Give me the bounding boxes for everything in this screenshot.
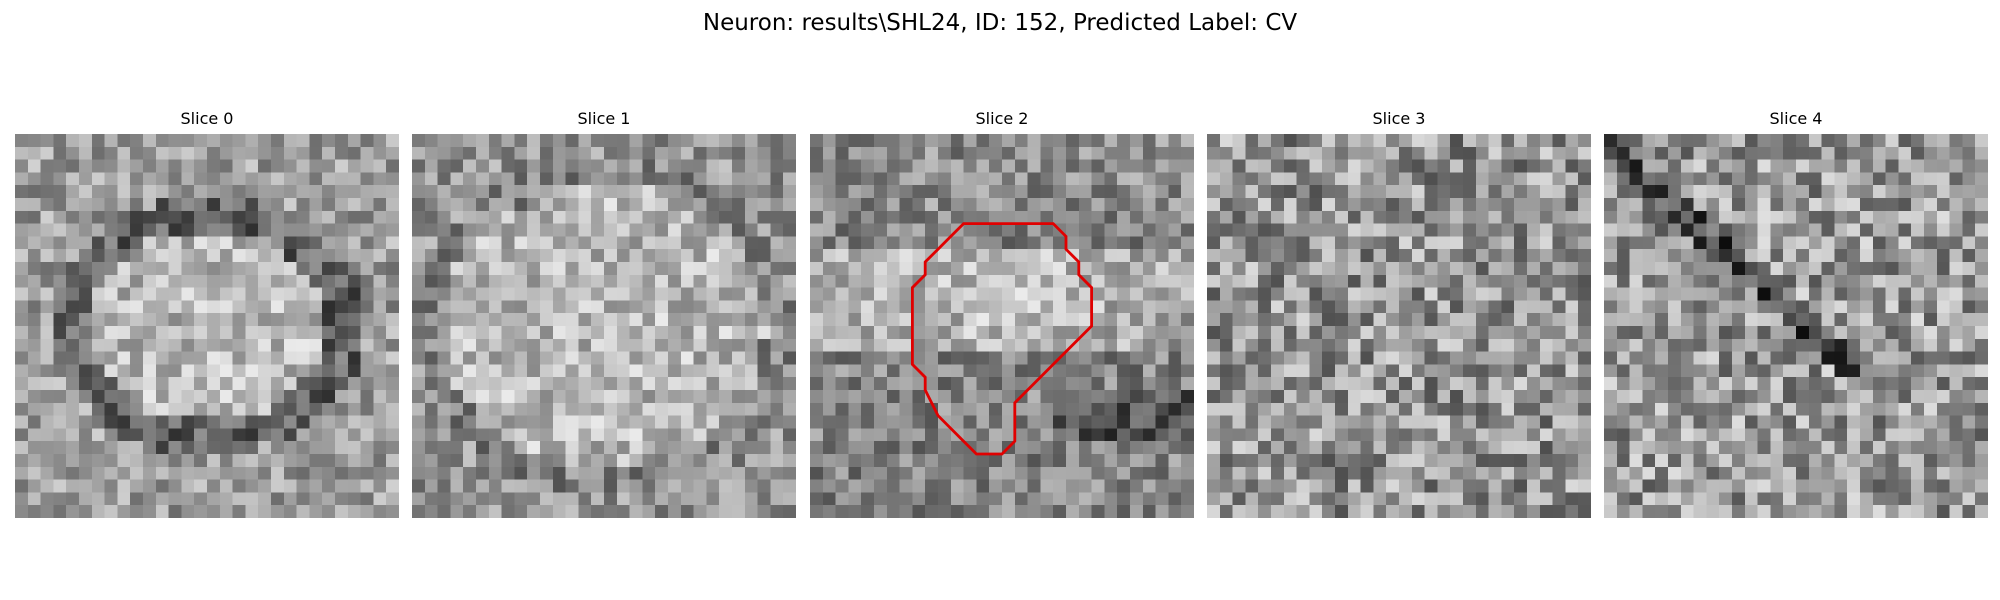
slice-image-4 <box>1604 134 1988 518</box>
slice-image-0 <box>15 134 399 518</box>
slice-image-2 <box>810 134 1194 518</box>
slice-title-0: Slice 0 <box>180 109 234 128</box>
slice-title-4: Slice 4 <box>1769 109 1823 128</box>
slice-title-2: Slice 2 <box>975 109 1029 128</box>
slice-title-1: Slice 1 <box>577 109 631 128</box>
slice-title-3: Slice 3 <box>1372 109 1426 128</box>
segmentation-contour <box>910 222 1094 456</box>
figure-title: Neuron: results\SHL24, ID: 152, Predicte… <box>702 10 1298 36</box>
slice-image-1 <box>412 134 796 518</box>
slice-image-3 <box>1207 134 1591 518</box>
